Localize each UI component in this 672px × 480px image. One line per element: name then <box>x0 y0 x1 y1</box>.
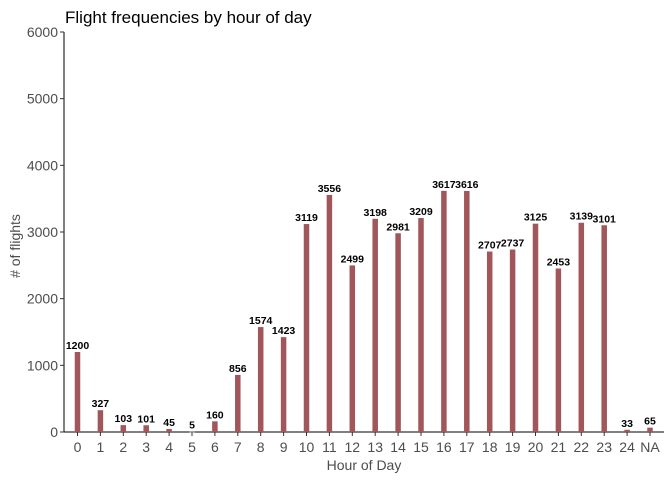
data-label: 160 <box>206 409 224 421</box>
bars <box>74 190 653 433</box>
y-tick-label: 0 <box>50 424 58 440</box>
bar <box>212 421 218 432</box>
bar <box>166 429 172 432</box>
bar <box>189 431 195 433</box>
x-tick-label: 18 <box>482 439 498 455</box>
bar <box>647 427 653 432</box>
y-tick-label: 1000 <box>27 357 58 373</box>
chart-title: Flight frequencies by hour of day <box>65 8 312 27</box>
bar <box>418 218 424 432</box>
data-label: 3198 <box>364 207 388 219</box>
bar <box>74 352 81 432</box>
x-tick-label: 24 <box>619 439 635 455</box>
bar <box>280 337 287 432</box>
bar <box>509 249 516 432</box>
x-tick-label: 11 <box>322 439 337 455</box>
x-tick-label: 8 <box>257 439 265 455</box>
x-tick-label: 0 <box>74 439 82 455</box>
bar <box>486 251 493 432</box>
data-label: 3139 <box>570 211 594 223</box>
data-label: 327 <box>92 398 110 410</box>
x-tick-label: 20 <box>528 439 544 455</box>
bar <box>624 429 630 432</box>
data-label: 5 <box>189 420 195 432</box>
data-label: 2737 <box>501 238 525 250</box>
bar <box>395 233 401 432</box>
y-tick-label: 4000 <box>27 157 58 173</box>
x-tick-label: 9 <box>280 439 288 455</box>
data-label: 3616 <box>455 179 479 191</box>
data-label: 1574 <box>249 315 273 327</box>
data-label: 45 <box>163 417 175 429</box>
data-label: 2707 <box>478 240 502 252</box>
x-tick-label: 14 <box>390 439 406 455</box>
x-tick-label: 3 <box>142 439 150 455</box>
x-tick-label: 17 <box>459 439 475 455</box>
x-axis: 0 1 2 3 4 5 6 7 8 9 10 11 12 13 14 15 16 17 18 19 20 21 22 23 24… <box>64 431 664 455</box>
data-label: 3209 <box>409 206 433 218</box>
bar <box>372 218 378 432</box>
bar <box>235 374 241 432</box>
x-tick-label: 2 <box>119 439 127 455</box>
x-tick-label: NA <box>640 439 660 455</box>
x-tick-label: 23 <box>596 439 612 455</box>
x-tick-label: 6 <box>211 439 219 455</box>
x-tick-label: 1 <box>97 439 105 455</box>
bar <box>257 327 264 432</box>
bar <box>326 194 333 432</box>
x-tick-label: 22 <box>574 439 590 455</box>
bar <box>97 410 104 432</box>
x-tick-label: 19 <box>505 439 521 455</box>
x-tick-label: 13 <box>367 439 383 455</box>
bar <box>349 265 356 432</box>
data-label: 1200 <box>66 340 90 352</box>
y-tick-label: 2000 <box>27 291 58 307</box>
bar <box>143 425 149 432</box>
data-label: 3125 <box>524 212 548 224</box>
y-tick-label: 5000 <box>27 91 58 107</box>
x-tick-label: 15 <box>413 439 429 455</box>
data-label: 103 <box>115 413 133 425</box>
bar <box>532 223 539 432</box>
bar <box>303 224 310 432</box>
data-label: 33 <box>621 418 633 430</box>
x-tick-label: 7 <box>234 439 242 455</box>
x-tick-label: 5 <box>188 439 196 455</box>
x-tick-label: 4 <box>165 439 173 455</box>
bar <box>578 222 585 432</box>
data-label: 3119 <box>295 212 318 224</box>
y-axis-label: # of flights <box>7 214 23 278</box>
data-label: 3101 <box>593 213 617 225</box>
data-label: 3556 <box>318 183 342 195</box>
data-label: 2981 <box>386 221 410 233</box>
x-tick-label: 16 <box>436 439 452 455</box>
data-label: 2453 <box>547 256 571 268</box>
bar <box>441 190 447 432</box>
bar <box>555 268 562 432</box>
x-tick-label: 12 <box>345 439 361 455</box>
data-label: 1423 <box>272 325 296 337</box>
y-tick-label: 3000 <box>27 224 58 240</box>
x-axis-label: Hour of Day <box>327 457 402 473</box>
x-tick-label: 21 <box>551 439 567 455</box>
bar <box>601 225 607 432</box>
bar <box>464 190 470 432</box>
data-label: 65 <box>644 416 656 428</box>
bar <box>120 425 127 432</box>
x-tick-label: 10 <box>299 439 315 455</box>
y-tick-label: 6000 <box>27 24 58 40</box>
y-axis: 0 1000 2000 3000 4000 5000 6000 <box>27 24 65 440</box>
data-label: 3617 <box>432 179 456 191</box>
data-label: 856 <box>229 363 247 375</box>
data-label: 101 <box>137 413 155 425</box>
data-label: 2499 <box>341 253 365 265</box>
